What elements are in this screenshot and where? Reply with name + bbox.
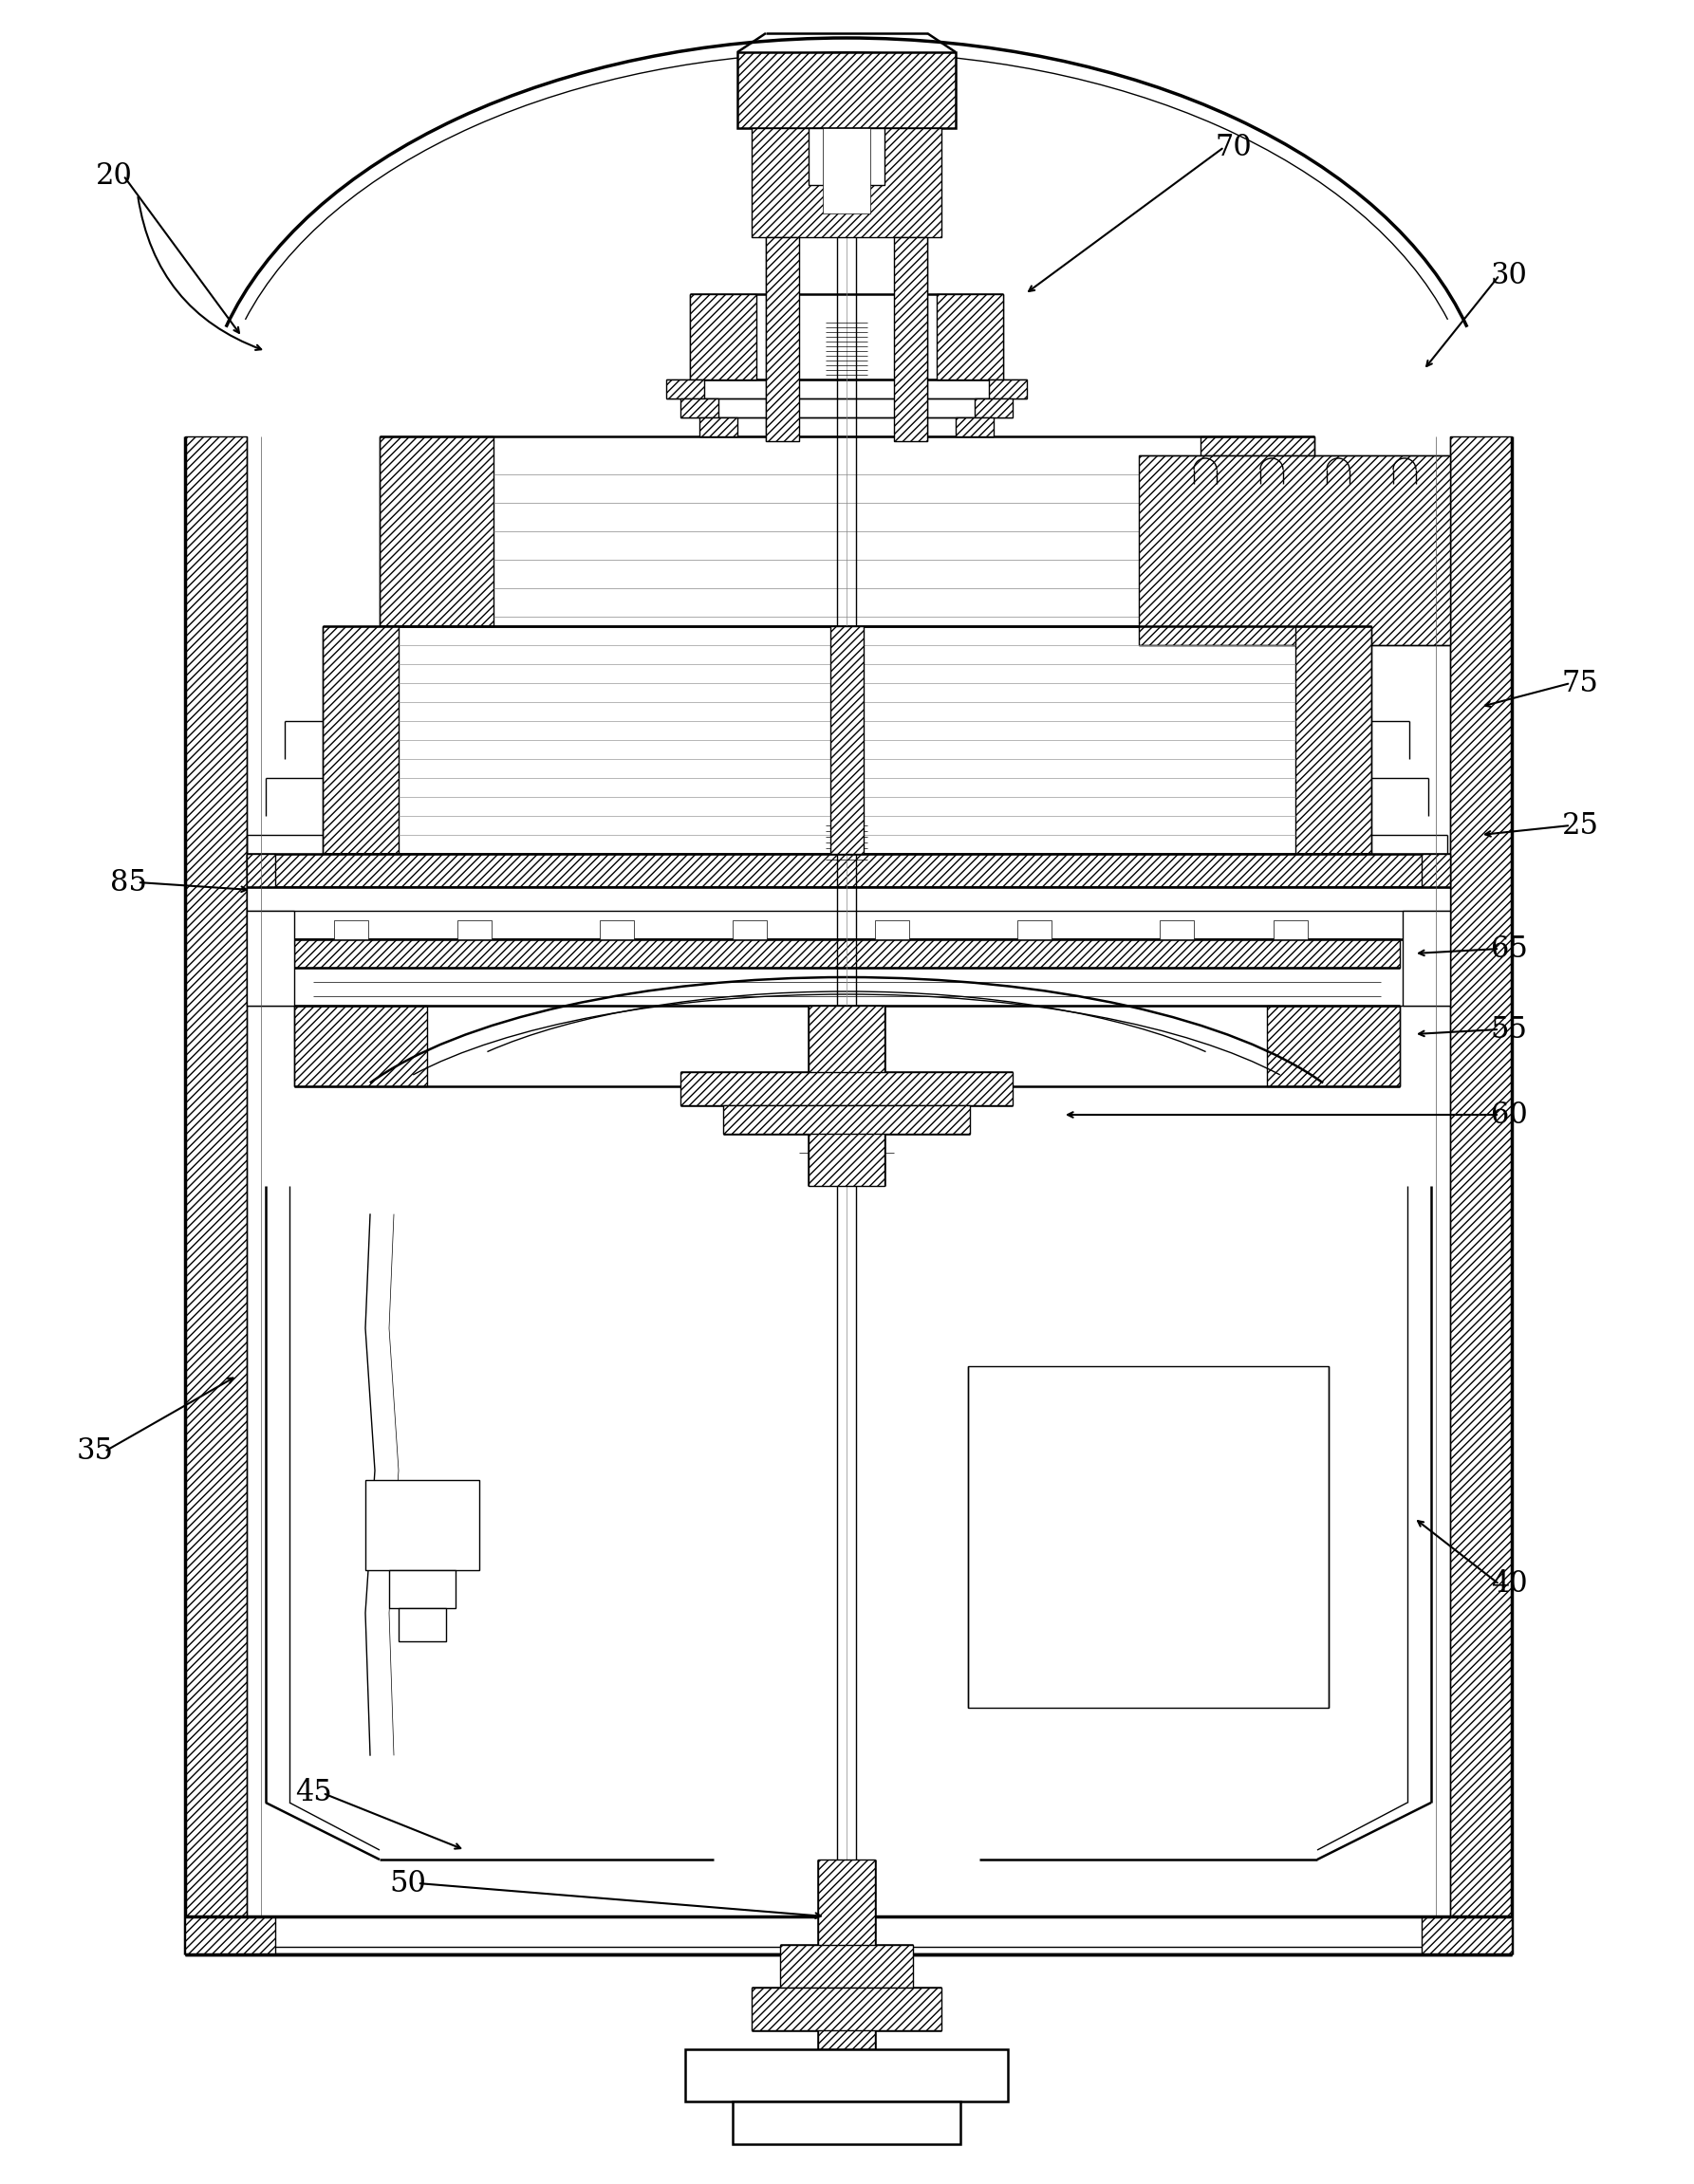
Bar [247,911,295,1005]
Bar [732,2101,960,2145]
Bar [1403,911,1450,1005]
Text: 55: 55 [1491,1016,1528,1044]
Bar [390,1570,456,1607]
Bar [379,437,493,627]
Bar [366,1481,479,1570]
Bar [1274,919,1308,939]
Bar [808,1005,884,1186]
Text: 60: 60 [1491,1101,1528,1129]
Text: 85: 85 [110,867,147,898]
Bar [1018,919,1052,939]
Bar [752,129,942,238]
Text: 25: 25 [1562,810,1599,841]
Bar [937,295,1003,380]
Bar [334,919,368,939]
Bar [600,919,634,939]
Bar [1421,854,1450,911]
Bar [247,854,274,911]
Bar [185,437,247,1955]
Bar [1421,1915,1511,1955]
Bar [689,295,756,380]
Bar [752,1987,942,2031]
Bar [1138,456,1450,644]
Bar [700,417,737,437]
Bar [1201,437,1315,627]
Bar [295,939,1399,968]
Bar [781,1946,913,1987]
Bar [967,1367,1328,1708]
Text: 30: 30 [1491,260,1528,290]
Text: 35: 35 [76,1437,113,1465]
Text: 45: 45 [295,1778,332,1808]
Bar [457,919,491,939]
Bar [737,52,955,129]
Bar [247,854,1450,887]
Bar [1296,627,1372,854]
Bar [1160,919,1194,939]
Bar [1450,437,1511,1955]
Bar [876,919,910,939]
Bar [684,2049,1008,2101]
Text: 20: 20 [95,162,132,190]
Bar [894,238,927,441]
Bar [681,397,718,417]
Bar [808,129,884,186]
Bar [681,1072,1013,1105]
Bar [322,627,398,854]
Bar [823,129,871,214]
Bar [830,627,864,854]
Text: 75: 75 [1562,668,1599,699]
Bar [732,919,767,939]
Bar [247,887,1450,939]
Bar [1267,1005,1399,1085]
Bar [818,1859,876,2049]
Bar [766,238,800,441]
Text: 65: 65 [1491,935,1528,963]
Bar [989,380,1027,397]
Bar [185,1915,274,1955]
Bar [723,1105,971,1133]
Text: 70: 70 [1215,133,1252,162]
Text: 40: 40 [1491,1570,1528,1599]
Text: 50: 50 [390,1870,427,1898]
Bar [295,1005,427,1085]
Bar [955,417,994,437]
Bar [666,380,705,397]
Bar [974,397,1013,417]
Bar [398,1607,446,1642]
